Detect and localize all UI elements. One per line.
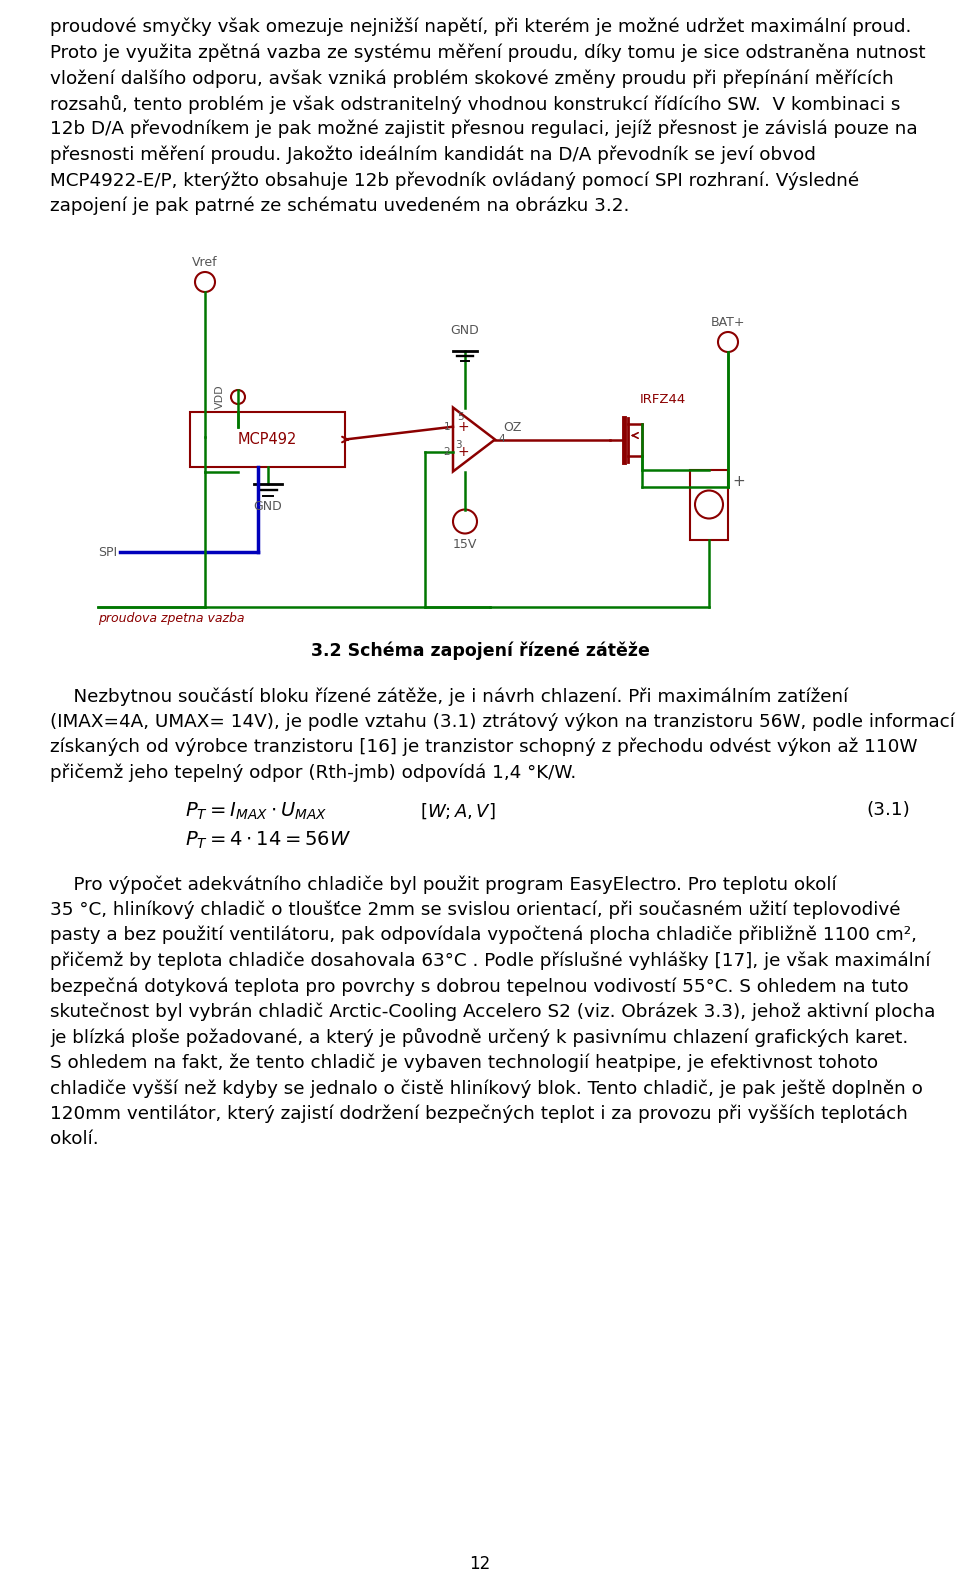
Text: IRFZ44: IRFZ44: [640, 393, 686, 406]
Bar: [190, 412, 345, 468]
Text: 3: 3: [455, 439, 462, 449]
Text: chladiče vyšší než kdyby se jednalo o čistě hliníkový blok. Tento chladič, je pa: chladiče vyšší než kdyby se jednalo o či…: [50, 1079, 923, 1098]
Text: vložení dalšího odporu, avšak vzniká problém skokové změny proudu při přepínání : vložení dalšího odporu, avšak vzniká pro…: [50, 70, 894, 87]
Text: GND: GND: [450, 324, 479, 337]
Text: (3.1): (3.1): [866, 801, 910, 818]
Text: $P_T = 4 \cdot 14 = 56W$: $P_T = 4 \cdot 14 = 56W$: [185, 830, 351, 850]
Text: +: +: [457, 420, 468, 433]
Text: S ohledem na fakt, že tento chladič je vybaven technologií heatpipe, je efektivn: S ohledem na fakt, že tento chladič je v…: [50, 1054, 878, 1071]
Text: Nezbytnou součástí bloku řízené zátěže, je i návrh chlazení. Při maximálním zatí: Nezbytnou součástí bloku řízené zátěže, …: [50, 687, 849, 706]
Text: rozsahů, tento problém je však odstranitelný vhodnou konstrukcí řídícího SW.  V : rozsahů, tento problém je však odstranit…: [50, 95, 900, 114]
Text: okolí.: okolí.: [50, 1130, 99, 1149]
Text: je blízká ploše požadované, a který je původně určený k pasivnímu chlazení grafi: je blízká ploše požadované, a který je p…: [50, 1029, 908, 1048]
Text: pasty a bez použití ventilátoru, pak odpovídala vypočtená plocha chladiče přibli: pasty a bez použití ventilátoru, pak odp…: [50, 926, 917, 945]
Text: VDD: VDD: [215, 384, 225, 409]
Text: přičemž jeho tepelný odpor (Rth-jmb) odpovídá 1,4 °K/W.: přičemž jeho tepelný odpor (Rth-jmb) odp…: [50, 763, 576, 782]
Text: OZ: OZ: [503, 420, 521, 435]
Text: BAT+: BAT+: [710, 316, 745, 329]
Text: 15V: 15V: [453, 537, 477, 550]
Text: skutečnost byl vybrán chladič Arctic-Cooling Accelero S2 (viz. Obrázek 3.3), jeh: skutečnost byl vybrán chladič Arctic-Coo…: [50, 1002, 935, 1021]
Text: 35 °C, hliníkový chladič o tloušťce 2mm se svislou orientací, při současném užit: 35 °C, hliníkový chladič o tloušťce 2mm …: [50, 901, 900, 920]
Text: +: +: [457, 446, 468, 460]
Text: 12b D/A převodníkem je pak možné zajistit přesnou regulaci, jejíž přesnost je zá: 12b D/A převodníkem je pak možné zajisti…: [50, 120, 918, 139]
Text: Pro výpočet adekvátního chladiče byl použit program EasyElectro. Pro teplotu oko: Pro výpočet adekvátního chladiče byl pou…: [50, 875, 836, 894]
Text: přičemž by teplota chladiče dosahovala 63°C . Podle příslušné vyhlášky [17], je : přičemž by teplota chladiče dosahovala 6…: [50, 951, 930, 970]
Text: 3.2 Schéma zapojení řízené zátěže: 3.2 Schéma zapojení řízené zátěže: [311, 641, 649, 660]
Text: 5: 5: [458, 412, 465, 422]
Text: GND: GND: [253, 499, 282, 514]
Text: přesnosti měření proudu. Jakožto ideálním kandidát na D/A převodník se jeví obvo: přesnosti měření proudu. Jakožto ideální…: [50, 145, 816, 164]
Text: MCP4922-E/P, kterýžto obsahuje 12b převodník ovládaný pomocí SPI rozhraní. Výsle: MCP4922-E/P, kterýžto obsahuje 12b převo…: [50, 171, 859, 190]
Text: Vref: Vref: [192, 256, 218, 269]
Text: +: +: [732, 474, 745, 488]
Text: 2: 2: [444, 447, 450, 457]
Text: MCP492: MCP492: [238, 431, 298, 447]
Text: 4: 4: [498, 435, 505, 444]
Text: proudova zpetna vazba: proudova zpetna vazba: [98, 611, 245, 626]
Bar: [690, 469, 728, 539]
Text: Proto je využita zpětná vazba ze systému měření proudu, díky tomu je sice odstra: Proto je využita zpětná vazba ze systému…: [50, 44, 925, 62]
Text: 1: 1: [444, 422, 450, 431]
Text: proudové smyčky však omezuje nejnižší napětí, při kterém je možné udržet maximál: proudové smyčky však omezuje nejnižší na…: [50, 17, 911, 36]
Text: $P_T = I_{MAX} \cdot U_{MAX}$: $P_T = I_{MAX} \cdot U_{MAX}$: [185, 801, 327, 822]
Text: (IMAX=4A, UMAX= 14V), je podle vztahu (3.1) ztrátový výkon na tranzistoru 56W, p: (IMAX=4A, UMAX= 14V), je podle vztahu (3…: [50, 713, 955, 732]
Text: získaných od výrobce tranzistoru [16] je tranzistor schopný z přechodu odvést vý: získaných od výrobce tranzistoru [16] je…: [50, 738, 918, 757]
Text: 120mm ventilátor, který zajistí dodržení bezpečných teplot i za provozu při vyšš: 120mm ventilátor, který zajistí dodržení…: [50, 1104, 908, 1123]
Text: zapojení je pak patrné ze schématu uvedeném na obrázku 3.2.: zapojení je pak patrné ze schématu uvede…: [50, 196, 630, 215]
Text: bezpečná dotyková teplota pro povrchy s dobrou tepelnou vodivostí 55°C. S ohlede: bezpečná dotyková teplota pro povrchy s …: [50, 976, 908, 995]
Text: 12: 12: [469, 1555, 491, 1574]
Text: SPI: SPI: [98, 545, 117, 558]
Text: $[W; A, V]$: $[W; A, V]$: [420, 801, 495, 820]
